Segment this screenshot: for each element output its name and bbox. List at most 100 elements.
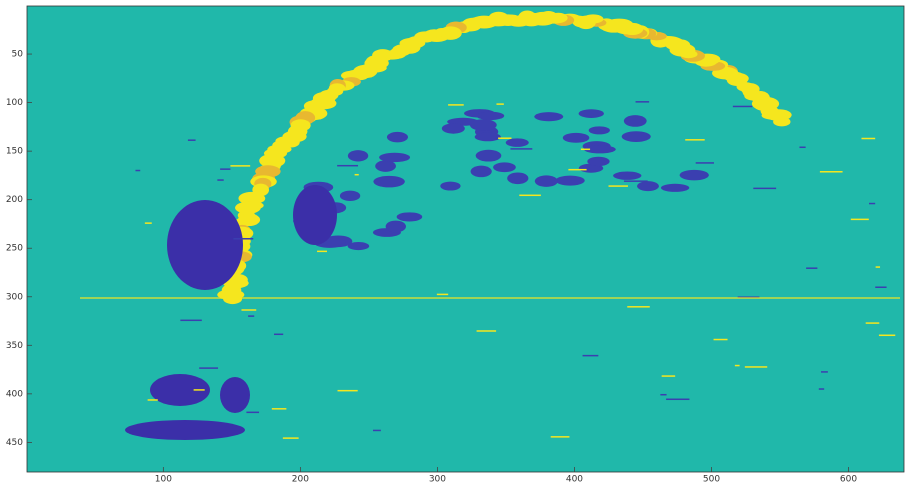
blob [621, 131, 651, 143]
x-tick-label: 500 [703, 475, 720, 485]
blob [347, 242, 370, 251]
streak [635, 101, 650, 103]
blob [238, 191, 265, 205]
streak [869, 202, 876, 205]
streak [623, 180, 648, 182]
y-tick-label: 400 [6, 389, 23, 399]
streak [744, 366, 768, 368]
streak [274, 333, 284, 336]
streak [144, 222, 152, 224]
streak [436, 293, 449, 296]
image-content [80, 10, 900, 440]
blob [385, 220, 406, 233]
streak [248, 315, 255, 317]
blob [293, 185, 337, 245]
blob [441, 123, 465, 134]
blob [347, 150, 369, 162]
streak [695, 162, 714, 164]
streak [875, 266, 881, 268]
streak [550, 436, 570, 438]
blob [379, 152, 411, 163]
blob [583, 145, 616, 154]
streak [799, 146, 806, 149]
streak [806, 267, 818, 269]
blob [220, 377, 250, 413]
blob [588, 126, 610, 135]
streak [819, 171, 843, 173]
blob [235, 201, 261, 214]
blob [386, 131, 408, 143]
streak [753, 187, 777, 190]
y-tick-label: 300 [6, 292, 23, 302]
streak [519, 194, 541, 197]
blob [534, 175, 558, 187]
streak [337, 164, 359, 167]
streak [233, 238, 254, 240]
streak [80, 297, 900, 299]
blob [578, 109, 604, 118]
streak [241, 309, 257, 311]
streak [820, 371, 828, 373]
blob [613, 171, 642, 180]
x-tick-label: 300 [429, 475, 446, 485]
y-tick-label: 350 [6, 341, 23, 351]
streak [865, 322, 880, 324]
streak [448, 104, 464, 106]
blob [534, 112, 564, 122]
streak [337, 389, 358, 392]
y-tick-label: 250 [6, 244, 23, 254]
streak [135, 169, 141, 172]
blob [150, 374, 210, 406]
streak [661, 375, 676, 377]
streak [732, 105, 753, 108]
blob [587, 156, 610, 167]
streak [627, 306, 650, 308]
x-tick-label: 400 [566, 475, 583, 485]
streak [372, 429, 381, 432]
blob [562, 132, 590, 143]
streak [580, 148, 591, 151]
streak [217, 179, 224, 181]
streak [220, 168, 231, 170]
y-tick-label: 200 [6, 195, 23, 205]
blob [505, 138, 529, 147]
streak [608, 185, 628, 187]
y-tick-label: 150 [6, 147, 23, 157]
blob [396, 212, 423, 222]
blob [470, 165, 492, 178]
streak [510, 148, 533, 150]
blob [474, 132, 501, 142]
image-area [27, 6, 904, 472]
x-tick-label: 200 [292, 475, 309, 485]
streak [193, 389, 205, 391]
streak [734, 364, 740, 367]
streak [660, 393, 667, 396]
streak [317, 250, 327, 253]
streak [878, 334, 896, 337]
blob [507, 172, 529, 185]
streak [496, 103, 504, 105]
y-tick-label: 450 [6, 438, 23, 448]
blob [623, 115, 647, 127]
streak [354, 173, 359, 176]
y-tick-label: 100 [6, 98, 23, 108]
streak [861, 137, 876, 140]
streak [685, 139, 705, 141]
streak [180, 319, 202, 322]
blob [660, 183, 690, 192]
streak [582, 354, 599, 357]
blob [375, 160, 396, 172]
streak [818, 388, 825, 390]
blob [555, 175, 585, 186]
streak [282, 437, 299, 439]
blob [339, 190, 361, 202]
blob [167, 200, 243, 290]
plot-frame [26, 5, 905, 473]
streak [199, 367, 219, 369]
x-tick-label: 100 [155, 475, 172, 485]
blob [475, 149, 502, 162]
streak [568, 168, 587, 171]
blob [637, 181, 659, 192]
blob [476, 111, 505, 121]
streak [271, 408, 287, 410]
